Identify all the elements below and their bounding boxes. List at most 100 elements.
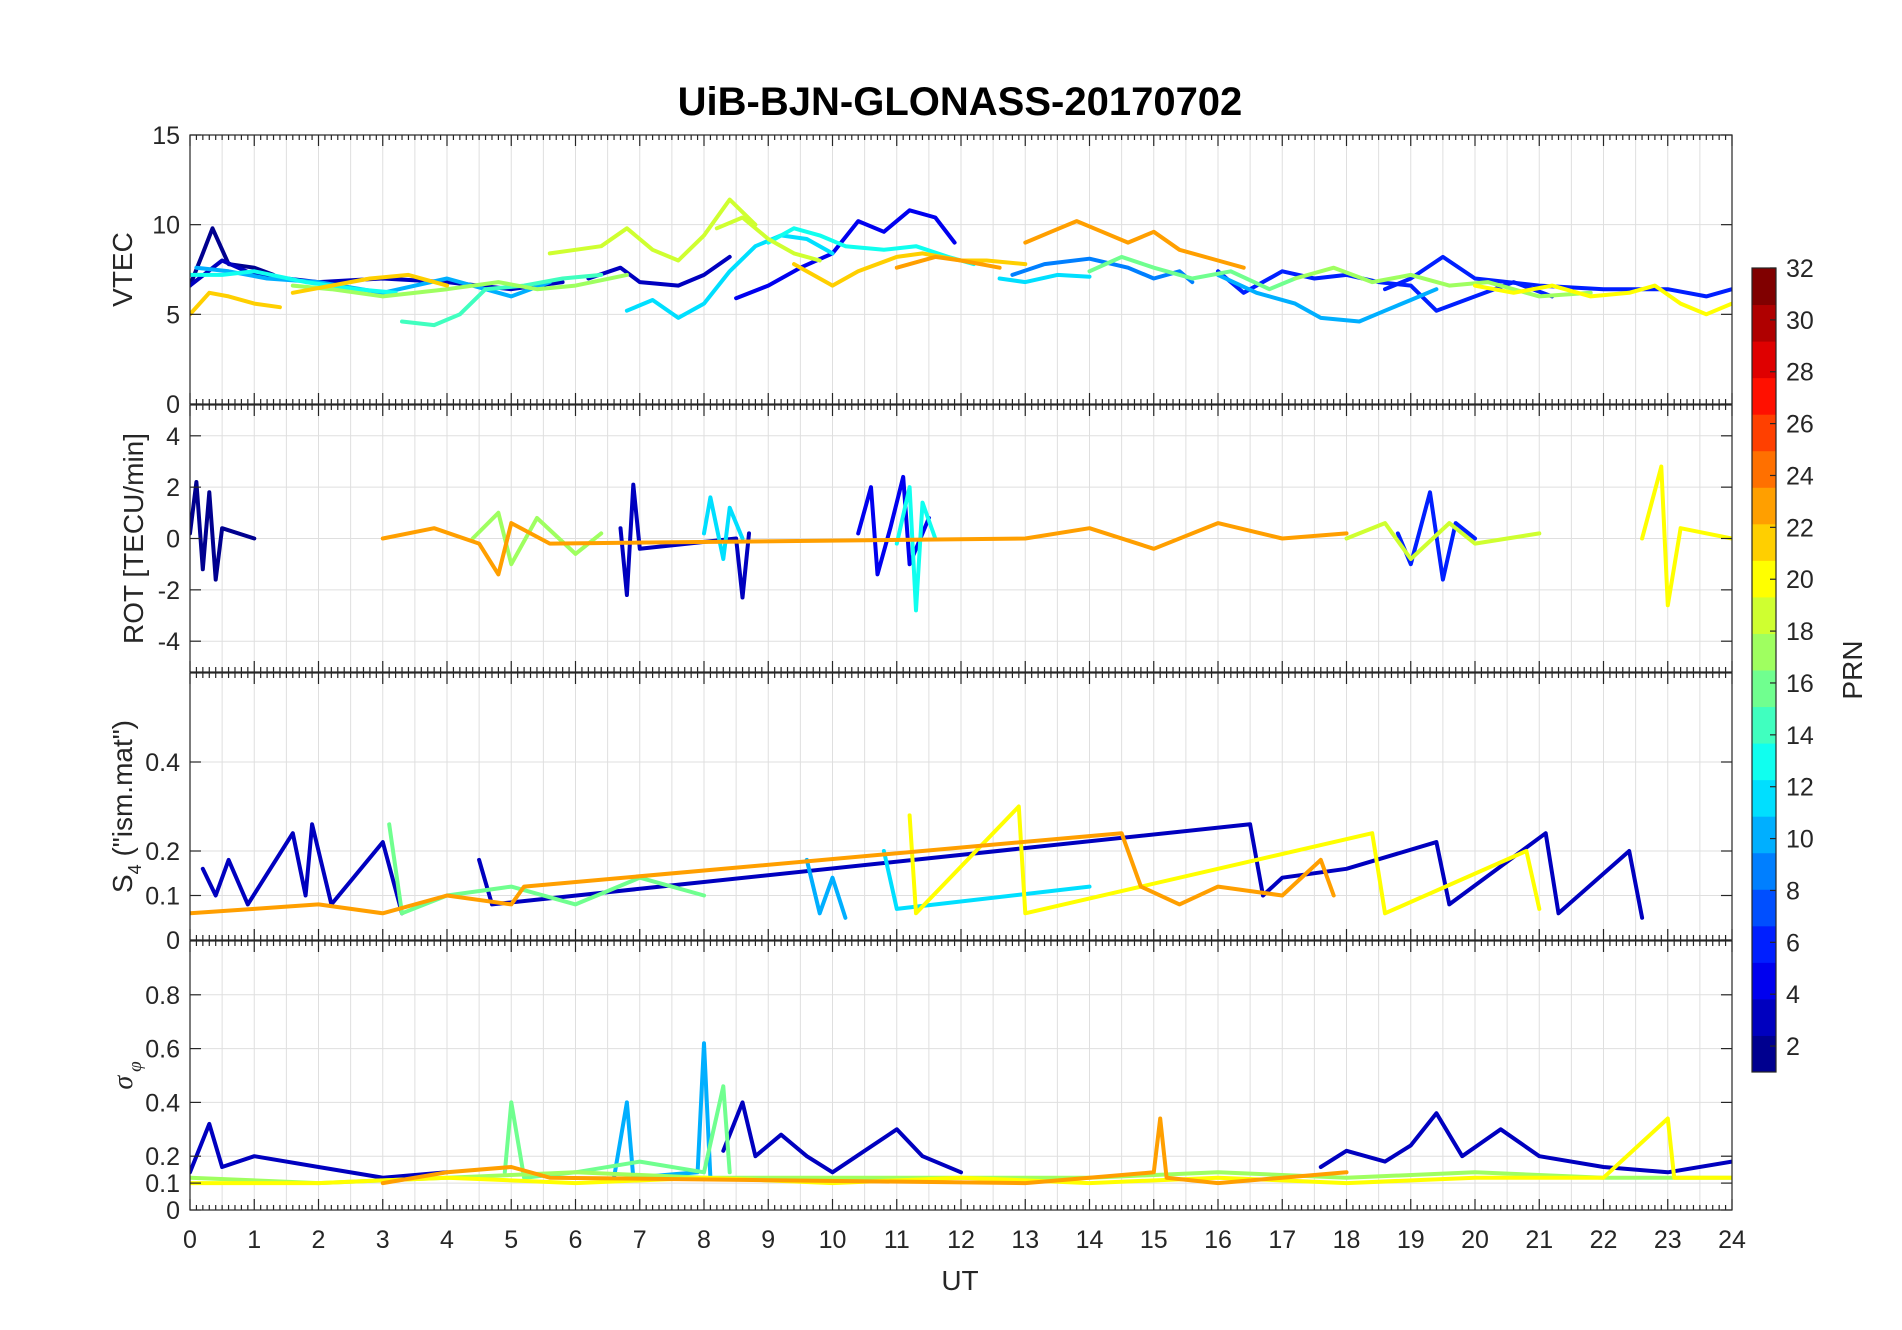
y-tick-label: -4 (158, 628, 180, 656)
prn-20-trace (1473, 283, 1732, 317)
colorbar-swatch (1752, 670, 1776, 708)
prn-23-trace (1023, 219, 1246, 270)
colorbar-frame (1751, 267, 1777, 1073)
x-tick-labels: 0 1 2 3 4 5 6 7 8 9 10 11 12 13 14 15 16 17 18 19 20 21 22 23 24 (183, 1226, 1746, 1254)
colorbar-tick-label: 10 (1786, 826, 1814, 854)
y-tick-label: 0.8 (145, 982, 180, 1010)
series (190, 197, 1732, 328)
colorbar-swatch (1752, 304, 1776, 342)
prn-21-trace (190, 290, 282, 317)
y-tick-label: 5 (166, 301, 180, 329)
y-axis-label: S4 ("ism.mat") (107, 720, 145, 893)
x-tick-label: 0 (183, 1226, 197, 1254)
prn-19-trace (714, 215, 822, 263)
prn-8-trace (1010, 256, 1195, 285)
x-tick-label: 8 (697, 1226, 711, 1254)
prn-15-trace (400, 272, 604, 328)
colorbar-swatch (1752, 1035, 1776, 1073)
colorbar-swatch (1752, 962, 1776, 1000)
x-tick-label: 22 (1590, 1226, 1618, 1254)
y-tick-label: 2 (166, 474, 180, 502)
x-tick-label: 16 (1204, 1226, 1232, 1254)
x-axis-label: UT (941, 1265, 978, 1296)
x-tick-label: 23 (1654, 1226, 1682, 1254)
colorbar-tick-label: 24 (1786, 462, 1814, 490)
prn-3-trace (1318, 1111, 1732, 1175)
prn-20-trace (190, 1116, 1732, 1186)
prn-2-trace (586, 254, 732, 288)
x-tick-label: 24 (1718, 1226, 1746, 1254)
axes (189, 940, 1733, 1211)
colorbar-label: PRN (1837, 640, 1868, 699)
x-tick-label: 3 (376, 1226, 390, 1254)
figure-title: UiB-BJN-GLONASS-20170702 (678, 80, 1243, 124)
x-tick-label: 14 (1076, 1226, 1104, 1254)
y-tick-label: 0 (166, 1197, 180, 1225)
prn-21-trace (792, 251, 1028, 288)
colorbar-swatch (1752, 487, 1776, 525)
colorbar-swatch (1752, 925, 1776, 963)
colorbar-swatch (1752, 779, 1776, 817)
x-tick-label: 7 (633, 1226, 647, 1254)
prn-10-trace (804, 857, 848, 920)
x-tick-label: 20 (1461, 1226, 1489, 1254)
x-tick-label: 4 (440, 1226, 454, 1254)
series (190, 1041, 1732, 1186)
colorbar-tick-label: 6 (1786, 929, 1800, 957)
colorbar-tick-label: 26 (1786, 411, 1814, 439)
prn-18-trace (547, 197, 758, 263)
x-tick-label: 10 (819, 1226, 847, 1254)
prn-11-trace (702, 495, 745, 561)
y-label-rest: ("ism.mat") (107, 720, 138, 864)
axes (189, 134, 1733, 405)
x-tick-label: 11 (884, 1226, 910, 1254)
prn-20-trace (1640, 464, 1732, 608)
y-label-sigma: σ (108, 1075, 139, 1090)
prn-16-trace (1087, 254, 1298, 292)
prn-6-trace (1383, 254, 1732, 299)
colorbar-tick-label: 30 (1786, 307, 1814, 335)
y-tick-label: 0.2 (145, 838, 180, 866)
x-tick-label: 1 (247, 1226, 261, 1254)
colorbar-tick-label: 16 (1786, 670, 1814, 698)
colorbar-tick-label: 2 (1786, 1033, 1800, 1061)
colorbar-swatch (1752, 523, 1776, 561)
prn-17-trace (1293, 265, 1593, 299)
colorbar-swatch (1752, 743, 1776, 781)
y-label-subscript: 4 (125, 864, 145, 874)
y-tick-label: 0.2 (145, 1143, 180, 1171)
colorbar-swatch (1752, 268, 1776, 306)
y-tick-label: 0.4 (145, 1089, 180, 1117)
prn-20-trace (907, 804, 1542, 916)
prn-1-trace (190, 480, 257, 582)
y-axis-label: VTEC (107, 232, 138, 307)
x-tick-label: 21 (1525, 1226, 1553, 1254)
prn-11-trace (624, 233, 835, 320)
prn-16-trace (502, 1084, 732, 1180)
prn-13-trace (894, 485, 938, 613)
y-tick-label: 0.1 (145, 883, 180, 911)
y-label-phi: φ (125, 1061, 146, 1072)
panel-vtec: 0 5 10 15 VTEC (107, 122, 1733, 419)
y-tick-label: 0.1 (145, 1170, 180, 1198)
colorbar-swatch (1752, 414, 1776, 452)
colorbar-tick-label: 32 (1786, 255, 1814, 283)
colorbar-tick-label: 4 (1786, 981, 1800, 1009)
prn-4-trace (856, 474, 931, 577)
colorbar-tick-label: 28 (1786, 359, 1814, 387)
prn-13-trace (190, 269, 398, 295)
prn-3-trace (190, 1121, 449, 1180)
y-tick-label: 0 (166, 391, 180, 419)
colorbar-swatch (1752, 450, 1776, 488)
colorbar-swatch (1752, 852, 1776, 890)
y-tick-label: 10 (152, 212, 180, 240)
x-tick-label: 2 (312, 1226, 326, 1254)
prn-3-trace (721, 1100, 963, 1175)
prn-23-trace (380, 1116, 1349, 1186)
y-tick-label: -2 (158, 577, 180, 605)
y-tick-label: 0.6 (145, 1036, 180, 1064)
colorbar-tick-label: 12 (1786, 774, 1814, 802)
